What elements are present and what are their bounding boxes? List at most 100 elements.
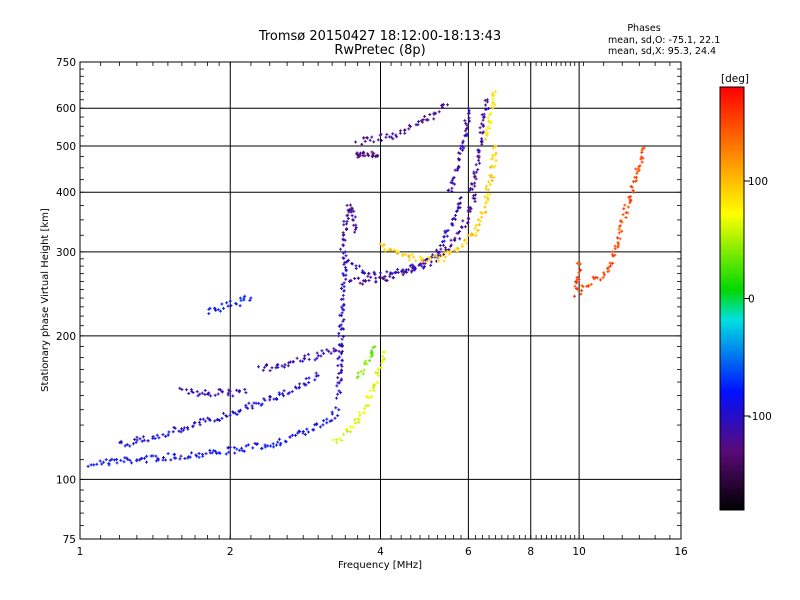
echo-point: [235, 302, 239, 306]
echo-point: [130, 461, 134, 465]
echo-point: [442, 253, 446, 257]
echo-point: [491, 97, 495, 101]
echo-point: [337, 334, 341, 338]
echo-point: [338, 313, 342, 317]
echo-point: [368, 138, 372, 142]
echo-point: [342, 223, 346, 227]
echo-point: [361, 269, 365, 273]
echo-point: [423, 265, 427, 269]
echo-point: [340, 286, 344, 290]
echo-point: [340, 358, 344, 362]
echo-point: [251, 446, 255, 450]
echo-point: [220, 390, 224, 394]
echo-point: [372, 272, 376, 276]
echo-point: [441, 103, 445, 107]
echo-point: [145, 460, 149, 464]
echo-point: [349, 430, 353, 434]
echo-point: [198, 417, 202, 421]
echo-point: [342, 233, 346, 237]
echo-point: [196, 394, 200, 398]
echo-point: [365, 395, 369, 399]
echo-point: [592, 277, 596, 281]
chart-title: Tromsø 20150427 18:12:00-18:13:43: [258, 29, 501, 44]
echo-point: [381, 350, 385, 354]
echo-point: [450, 222, 454, 226]
echo-point: [389, 248, 393, 252]
echo-point: [418, 262, 422, 266]
echo-point: [446, 228, 450, 232]
echo-point: [628, 195, 632, 199]
echo-point: [460, 225, 464, 229]
echo-point: [437, 255, 441, 259]
legend-line-x: mean, sd,X: 95.3, 24.4: [608, 46, 716, 57]
echo-point: [477, 161, 481, 165]
echo-point: [487, 119, 491, 123]
echo-point: [153, 437, 157, 441]
echo-point: [394, 133, 398, 137]
echo-point: [278, 443, 282, 447]
echo-point: [358, 264, 362, 268]
y-tick-label: 75: [63, 534, 76, 546]
echo-point: [610, 250, 614, 254]
echo-point: [380, 361, 384, 365]
echo-point: [301, 359, 305, 363]
echo-point: [203, 388, 207, 392]
echo-point: [298, 382, 302, 386]
echo-point: [125, 443, 129, 447]
echo-point: [307, 376, 311, 380]
echo-point: [602, 273, 606, 277]
echo-point: [198, 392, 202, 396]
colorbar: [719, 86, 745, 511]
echo-point: [639, 155, 643, 159]
echo-point: [481, 130, 485, 134]
echo-point: [368, 389, 372, 393]
echo-point: [617, 243, 621, 247]
echo-point: [367, 271, 371, 275]
echo-point: [242, 298, 246, 302]
echo-point: [443, 231, 447, 235]
echo-point: [411, 264, 415, 268]
echo-point: [636, 167, 640, 171]
echo-point: [370, 394, 374, 398]
echo-point: [212, 449, 216, 453]
echo-point: [269, 395, 273, 399]
echo-point: [476, 168, 480, 172]
echo-point: [161, 458, 165, 462]
echo-point: [478, 219, 482, 223]
echo-point: [453, 168, 457, 172]
echo-point: [466, 233, 470, 237]
echo-point: [618, 224, 622, 228]
echo-point: [275, 397, 279, 401]
echo-point: [434, 111, 438, 115]
echo-point: [255, 442, 259, 446]
echo-point: [484, 187, 488, 191]
echo-point: [339, 327, 343, 331]
echo-point: [341, 238, 345, 242]
echo-point: [303, 433, 307, 437]
echo-point: [445, 234, 449, 238]
echo-point: [438, 244, 442, 248]
echo-point: [222, 306, 226, 310]
echo-point: [376, 138, 380, 142]
echo-point: [414, 259, 418, 263]
echo-point: [591, 275, 595, 279]
echo-point: [455, 250, 459, 254]
echo-point: [494, 159, 498, 163]
echo-point: [135, 438, 139, 442]
echo-point: [467, 111, 471, 115]
x-axis-label: Frequency [MHz]: [338, 560, 422, 571]
echo-point: [327, 349, 331, 353]
echo-point: [215, 451, 219, 455]
echo-point: [339, 323, 343, 327]
echo-point: [481, 118, 485, 122]
echo-point: [623, 203, 627, 207]
echo-point: [218, 419, 222, 423]
echo-point: [344, 227, 348, 231]
echo-point: [458, 237, 462, 241]
echo-point: [363, 154, 367, 158]
echo-point: [640, 160, 644, 164]
echo-point: [616, 236, 620, 240]
echo-point: [348, 425, 352, 429]
echo-point: [480, 215, 484, 219]
echo-point: [372, 383, 376, 387]
